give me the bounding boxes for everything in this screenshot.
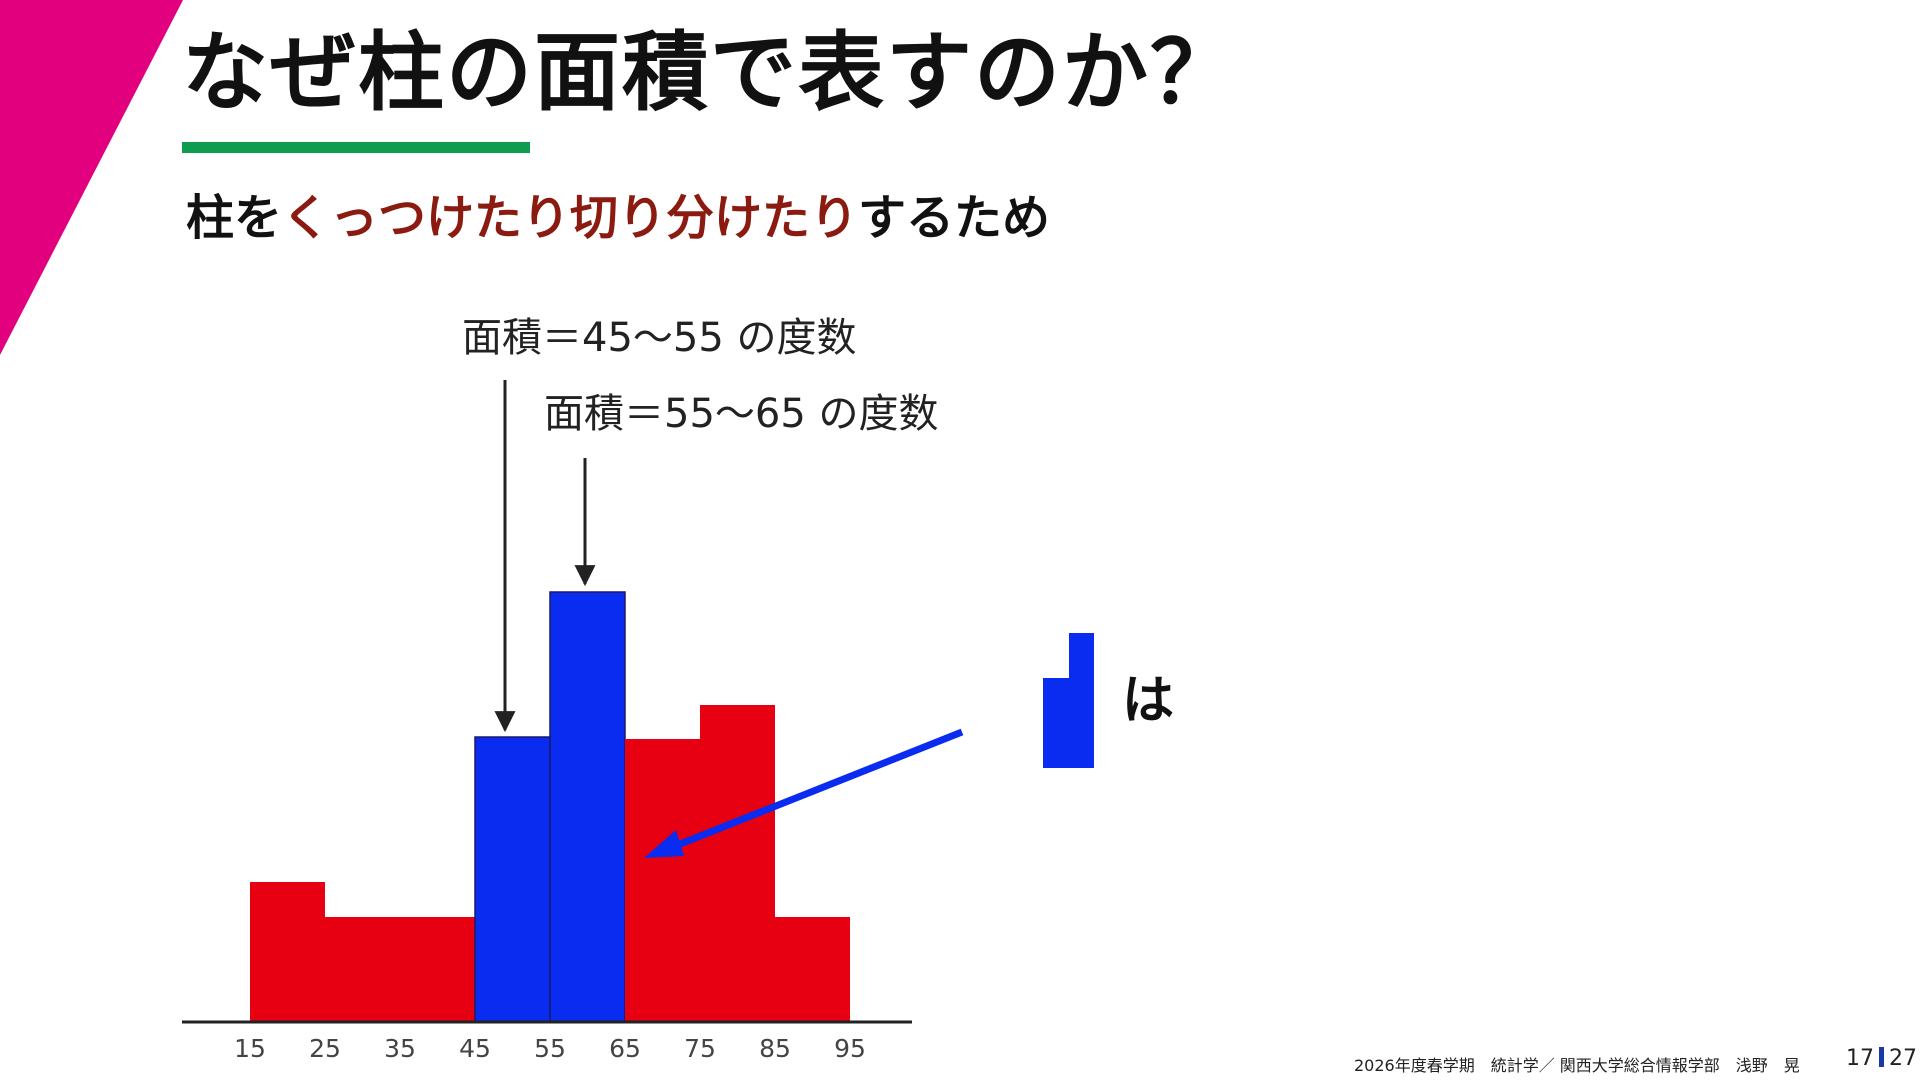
- x-tick-label: 45: [459, 1034, 491, 1063]
- histogram-bar-15-25: [250, 882, 325, 1022]
- accent-wedge: [0, 0, 183, 355]
- subtitle-suffix: するため: [858, 190, 1051, 246]
- x-tick-label: 75: [684, 1034, 716, 1063]
- legend-block-left: [1043, 678, 1069, 768]
- x-tick-label: 85: [759, 1034, 791, 1063]
- subtitle-highlight: くっつけたり切り分けたり: [282, 190, 859, 246]
- slide-title: なぜ柱の面積で表すのか？: [182, 23, 1238, 123]
- page-number: 17 27: [1846, 1046, 1917, 1071]
- blue-pointer-arrowhead: [644, 830, 684, 858]
- title-underline: [182, 142, 530, 153]
- page-total: 27: [1889, 1046, 1917, 1071]
- histogram-bar-35-45: [400, 917, 475, 1022]
- histogram-bar-85-95: [775, 917, 850, 1022]
- x-tick-label: 25: [309, 1034, 341, 1063]
- slide-subtitle: 柱をくっつけたり切り分けたりするため: [186, 190, 1050, 248]
- histogram-bar-45-55: [474, 736, 551, 1023]
- x-tick-label: 15: [234, 1034, 266, 1063]
- x-tick-label: 65: [609, 1034, 641, 1063]
- page-current: 17: [1846, 1046, 1874, 1071]
- x-tick-label: 95: [834, 1034, 866, 1063]
- legend-label: は: [1122, 671, 1174, 731]
- blue-pointer-arrow: [658, 728, 964, 856]
- bars-layer: [250, 591, 850, 1023]
- histogram-bar-55-65: [549, 591, 626, 1023]
- histogram-bar-75-85: [700, 705, 775, 1022]
- histogram-bar-25-35: [325, 917, 400, 1022]
- x-tick-label: 55: [534, 1034, 566, 1063]
- x-tick-label: 35: [384, 1034, 416, 1063]
- annotation-55-65: 面積＝55～65 の度数: [544, 391, 939, 437]
- subtitle-prefix: 柱を: [186, 190, 283, 246]
- page-separator: [1879, 1047, 1884, 1067]
- histogram-bar-65-75: [625, 739, 700, 1022]
- legend-block-right: [1069, 633, 1094, 768]
- page-footer: 2026年度春学期 統計学／ 関西大学総合情報学部 浅野 晃: [1354, 1056, 1800, 1075]
- tick-labels: 15 25 35 45 55 65 75 85 95: [234, 1034, 866, 1063]
- annotation-45-55: 面積＝45～55 の度数: [462, 315, 857, 361]
